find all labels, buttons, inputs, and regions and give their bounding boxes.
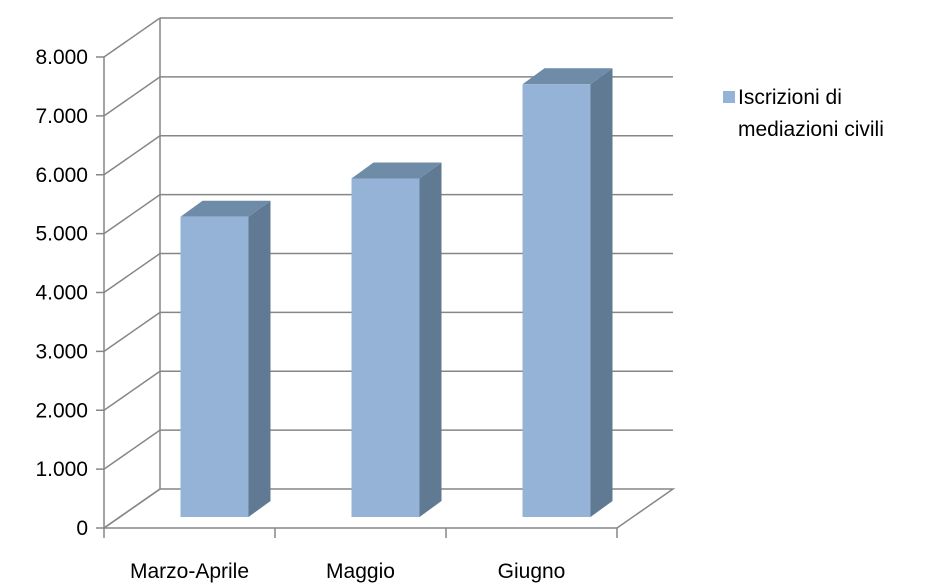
- legend-label: Iscrizioni di mediazioni civili: [738, 86, 884, 141]
- legend: Iscrizioni di mediazioni civili: [723, 86, 884, 141]
- bar-top-face: [522, 68, 613, 85]
- x-axis-tick-labels: Marzo-Aprile Maggio Giugno: [130, 560, 565, 583]
- bar: [180, 216, 249, 518]
- y-tick-label: 6.000: [35, 164, 88, 187]
- bar-side-face: [419, 162, 442, 517]
- legend-swatch: [723, 91, 735, 103]
- bar-top-face: [180, 200, 271, 217]
- bar: [351, 178, 420, 517]
- side-gridline: [103, 429, 161, 470]
- x-tick-label: Marzo-Aprile: [130, 560, 249, 583]
- bar-side-face: [248, 200, 271, 518]
- y-tick-label: 5.000: [35, 223, 88, 246]
- y-tick-label: 7.000: [35, 105, 88, 128]
- y-tick-label: 1.000: [35, 458, 88, 481]
- y-tick-label: 3.000: [35, 340, 88, 363]
- side-gridline: [103, 17, 161, 58]
- side-gridline: [103, 135, 161, 176]
- y-tick-label: 4.000: [35, 282, 88, 305]
- bar-top-face: [351, 162, 442, 179]
- legend-label-line-1: Iscrizioni di: [738, 86, 842, 109]
- side-gridline: [103, 76, 161, 117]
- side-gridline: [103, 252, 161, 294]
- side-gridline: [103, 194, 161, 235]
- legend-label-line-2: mediazioni civili: [738, 118, 884, 141]
- y-tick-label: 8.000: [35, 46, 88, 69]
- y-tick-label: 2.000: [35, 399, 88, 422]
- side-gridline: [103, 370, 161, 411]
- y-axis-tick-labels: 0 1.000 2.000 3.000 4.000 5.000 6.000 7.000 8.00…: [35, 46, 88, 540]
- y-tick-label: 0: [76, 517, 88, 540]
- axes: [96, 18, 618, 538]
- side-gridline: [103, 311, 161, 352]
- x-tick-label: Maggio: [326, 560, 395, 583]
- bar: [522, 84, 591, 518]
- bar-side-face: [590, 68, 613, 518]
- bars: [180, 68, 613, 518]
- x-tick-label: Giugno: [498, 560, 566, 583]
